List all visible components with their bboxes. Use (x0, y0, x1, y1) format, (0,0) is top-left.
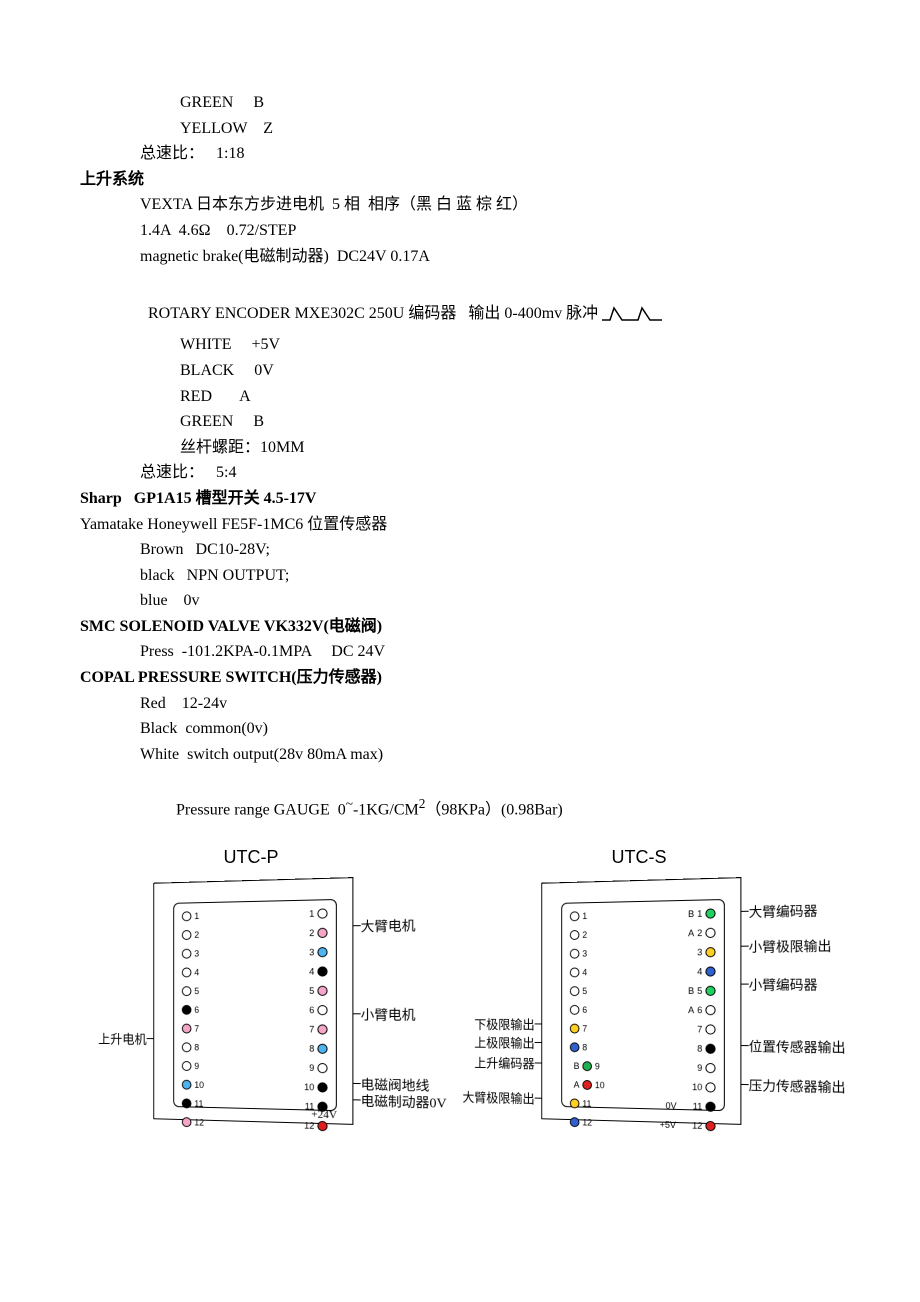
pin-4: 4 (182, 965, 204, 979)
label-small-arm-limit: 小臂极限输出 (749, 936, 832, 959)
pin-7: 7 (291, 1022, 328, 1036)
pin-8: 8 (570, 1040, 605, 1054)
line-vexta: VEXTA 日本东方步进电机 5 相 相序（黑 白 蓝 棕 红） (80, 192, 840, 218)
diagram-utc-s: UTC-S 12345678B9A101112 1B2A345B6A789101… (538, 843, 740, 1122)
pin-8: 8 (182, 1040, 204, 1054)
pin-3: 3 (654, 945, 716, 960)
inner-panel-p: 123456789101112 123456789101112 (173, 899, 337, 1111)
pin-3: 3 (291, 945, 328, 960)
pin-2: 2 (291, 925, 328, 940)
line-red-a: RED A (80, 384, 840, 410)
line-green-b: GREEN B (80, 90, 840, 116)
panel-utc-s: 12345678B9A101112 1B2A345B6A78910110V12+… (541, 877, 741, 1125)
line-ratio-1: 总速比： 1:18 (80, 141, 840, 167)
line-black-common: Black common(0v) (80, 716, 840, 742)
pin-4: 4 (291, 964, 328, 978)
pin-4: 4 (654, 964, 716, 979)
pin-2: 2 (570, 927, 605, 941)
pin-11: 11 (570, 1096, 605, 1111)
inner-panel-s: 12345678B9A101112 1B2A345B6A78910110V12+… (561, 899, 725, 1111)
pin-7: 7 (570, 1021, 605, 1035)
label-small-arm-encoder: 小臂编码器 (749, 975, 818, 997)
pin-6: 6 (291, 1003, 328, 1017)
line-pressure-range: Pressure range GAUGE 0~-1KG/CM2（98KPa）(0… (80, 767, 840, 823)
line-spec-1: 1.4A 4.6Ω 0.72/STEP (80, 218, 840, 244)
pin-10: A10 (570, 1077, 605, 1092)
pin-4: 4 (570, 965, 605, 979)
pin-12: 12 (570, 1115, 605, 1130)
pin-11: 110V (654, 1098, 716, 1114)
line-black-0v: BLACK 0V (80, 358, 840, 384)
pin-5: 5B (654, 983, 716, 997)
pin-9: 9 (654, 1060, 716, 1075)
pin-3: 3 (570, 946, 605, 960)
line-screw: 丝杆螺距：10MM (80, 435, 840, 461)
line-green-b2: GREEN B (80, 409, 840, 435)
pin-5: 5 (182, 984, 204, 998)
line-white-switch: White switch output(28v 80mA max) (80, 742, 840, 768)
label-brake-0v: 电磁制动器0V (361, 1091, 447, 1115)
heading-yamatake: Yamatake Honeywell FE5F-1MC6 位置传感器 (80, 512, 840, 538)
pin-8: 8 (291, 1041, 328, 1056)
pin-10: 10 (654, 1079, 716, 1094)
pin-2: 2 (182, 928, 204, 942)
panel-utc-p: 123456789101112 123456789101112 上升电机 大臂电… (153, 877, 353, 1125)
line-red-12v: Red 12-24v (80, 691, 840, 717)
label-small-arm-motor: 小臂电机 (361, 1005, 416, 1027)
pin-5: 5 (291, 983, 328, 997)
label-lower-limit: 下极限输出 (474, 1015, 534, 1036)
line-ratio-2: 总速比： 5:4 (80, 460, 840, 486)
pin-6: 6A (654, 1003, 716, 1017)
label-lift-encoder: 上升编码器 (474, 1054, 534, 1075)
pin-1: 1 (182, 909, 204, 923)
line-blue-0v: blue 0v (80, 588, 840, 614)
pin-6: 6 (182, 1003, 204, 1017)
heading-copal: COPAL PRESSURE SWITCH(压力传感器) (80, 665, 840, 691)
pin-10: 10 (182, 1077, 204, 1091)
line-brake: magnetic brake(电磁制动器) DC24V 0.17A (80, 244, 840, 270)
heading-smc: SMC SOLENOID VALVE VK332V(电磁阀) (80, 614, 840, 640)
line-encoder: ROTARY ENCODER MXE302C 250U 编码器 输出 0-400… (80, 275, 840, 326)
label-pressure-sensor: 压力传感器输出 (749, 1076, 846, 1099)
pin-9: 9 (182, 1059, 204, 1073)
pin-2: 2A (654, 925, 716, 940)
pin-10: 10 (291, 1079, 328, 1094)
pin-7: 7 (182, 1021, 204, 1035)
label-big-arm-limit: 大臂极限输出 (462, 1088, 534, 1110)
pin-7: 7 (654, 1022, 716, 1037)
encoder-text: ROTARY ENCODER MXE302C 250U 编码器 输出 0-400… (148, 305, 602, 322)
label-upper-limit: 上极限输出 (474, 1033, 534, 1054)
pin-6: 6 (570, 1003, 605, 1017)
heading-sharp: Sharp GP1A15 槽型开关 4.5-17V (80, 486, 840, 512)
line-yellow-z: YELLOW Z (80, 116, 840, 142)
pin-12: 12 (182, 1115, 204, 1129)
pin-11: 11 (182, 1096, 204, 1110)
label-lift-motor: 上升电机 (98, 1030, 146, 1051)
line-press: Press -101.2KPA-0.1MPA DC 24V (80, 639, 840, 665)
title-utc-s: UTC-S (538, 843, 740, 872)
line-black-npn: black NPN OUTPUT; (80, 563, 840, 589)
label-position-sensor: 位置传感器输出 (749, 1037, 846, 1060)
pin-9: B9 (570, 1059, 605, 1073)
pin-9: 9 (291, 1060, 328, 1075)
label-24v: +24V (311, 1106, 337, 1125)
label-big-arm-motor: 大臂电机 (361, 916, 416, 938)
connector-diagrams: UTC-P 123456789101112 123456789101112 上升… (80, 843, 840, 1122)
line-white-5v: WHITE +5V (80, 332, 840, 358)
pin-1: 1B (654, 906, 716, 921)
diagram-utc-p: UTC-P 123456789101112 123456789101112 上升… (150, 843, 352, 1122)
pin-1: 1 (291, 906, 328, 921)
line-brown: Brown DC10-28V; (80, 537, 840, 563)
heading-lift-system: 上升系统 (80, 167, 840, 193)
pulse-waveform-icon (602, 306, 662, 322)
pin-3: 3 (182, 946, 204, 960)
pin-5: 5 (570, 984, 605, 998)
pin-1: 1 (570, 908, 605, 923)
label-big-arm-encoder: 大臂编码器 (749, 901, 818, 924)
pin-8: 8 (654, 1041, 716, 1056)
title-utc-p: UTC-P (150, 843, 352, 872)
pin-12: 12+5V (654, 1117, 716, 1133)
